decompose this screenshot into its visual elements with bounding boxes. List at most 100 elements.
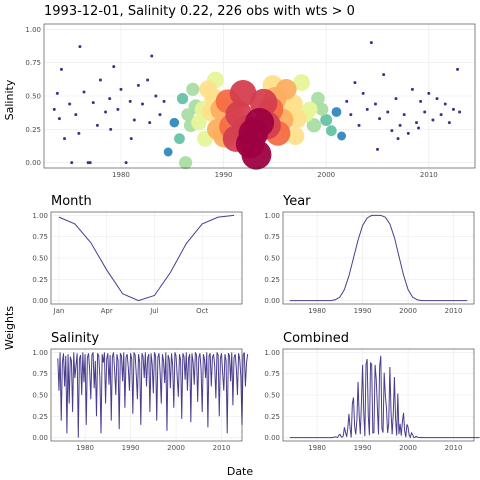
small-point xyxy=(396,137,400,141)
small-point xyxy=(427,91,431,95)
small-point xyxy=(136,83,140,87)
small-point xyxy=(116,107,120,111)
small-point xyxy=(78,45,82,49)
combined-ytick-label: 0.25 xyxy=(264,413,280,421)
main-xtick-label: 2000 xyxy=(317,171,335,179)
small-point xyxy=(124,161,128,165)
month-ytick-label: 0.25 xyxy=(32,276,48,284)
combined-xtick-label: 1990 xyxy=(354,444,372,452)
small-point xyxy=(91,101,95,105)
small-point xyxy=(423,110,427,114)
small-point xyxy=(150,54,154,58)
small-point xyxy=(63,137,67,141)
weighted-point xyxy=(315,102,329,116)
small-point xyxy=(162,99,166,103)
small-point xyxy=(417,126,421,130)
small-point xyxy=(59,67,63,71)
small-point xyxy=(88,161,92,165)
weighted-point xyxy=(191,114,207,131)
year-xtick-label: 1980 xyxy=(308,307,326,315)
salinity-weight-line xyxy=(57,352,249,438)
weighted-point xyxy=(169,117,180,128)
month-xtick-label: Oct xyxy=(196,307,208,315)
year-ytick-label: 1.00 xyxy=(264,212,280,220)
main-xtick-label: 2010 xyxy=(420,171,438,179)
combined-frame xyxy=(282,348,475,442)
small-point xyxy=(52,107,56,111)
small-point xyxy=(369,41,373,45)
salinity-ytick-label: 0.00 xyxy=(32,434,48,442)
small-point xyxy=(109,127,113,131)
weighted-point xyxy=(186,82,200,96)
salinity-title: Salinity xyxy=(51,331,99,346)
small-point xyxy=(386,110,390,114)
main-title: 1993-12-01, Salinity 0.22, 226 obs with … xyxy=(44,4,355,19)
small-point xyxy=(82,90,86,94)
weighted-point xyxy=(176,93,189,105)
small-point xyxy=(410,87,414,91)
main-scatter-panel: 0.00 0.25 0.50 0.75 1.00 1980 1990 2000 2010 xyxy=(25,23,476,179)
combined-ytick-label: 1.00 xyxy=(264,349,280,357)
small-point xyxy=(129,137,133,141)
small-point xyxy=(68,102,72,106)
small-point xyxy=(361,91,365,95)
small-point xyxy=(70,161,74,165)
year-ytick-label: 0.00 xyxy=(264,297,280,305)
small-point xyxy=(74,113,78,117)
weighted-point xyxy=(293,74,310,92)
small-point xyxy=(55,91,59,95)
weighted-point xyxy=(163,147,173,157)
small-point xyxy=(119,87,123,91)
month-xtick-label: Apr xyxy=(101,307,113,315)
combined-ytick-label: 0.75 xyxy=(264,370,280,378)
weighted-point xyxy=(331,107,342,117)
small-point xyxy=(357,123,361,127)
year-xtick-label: 1990 xyxy=(354,307,372,315)
weighted-point xyxy=(337,131,347,141)
salinity-ytick-label: 0.50 xyxy=(32,392,48,400)
salinity-panel: 0.00 0.25 0.50 0.75 1.00 1980 1990 2000 2010 xyxy=(32,348,249,452)
small-point xyxy=(77,131,81,135)
salinity-xtick-label: 1990 xyxy=(122,444,140,452)
main-xtick-label: 1980 xyxy=(112,171,130,179)
small-point xyxy=(431,118,435,122)
main-ytick-label: 0.75 xyxy=(25,59,41,67)
small-point xyxy=(451,107,455,111)
year-ytick-label: 0.50 xyxy=(264,255,280,263)
combined-xtick-label: 2000 xyxy=(399,444,417,452)
weights-ylabel: Weights xyxy=(3,306,16,350)
combined-title: Combined xyxy=(283,331,349,346)
small-point xyxy=(146,78,150,82)
weighted-point xyxy=(325,125,337,137)
year-weight-line xyxy=(289,214,468,302)
small-point xyxy=(458,110,462,114)
weighted-point xyxy=(174,133,185,145)
salinity-xtick-label: 2000 xyxy=(167,444,185,452)
year-xtick-label: 2010 xyxy=(445,307,463,315)
small-point xyxy=(128,99,132,103)
month-panel: 0.00 0.25 0.50 0.75 1.00 Jan Apr Jul Oct xyxy=(32,211,243,315)
small-point xyxy=(415,121,419,125)
small-point xyxy=(398,123,402,127)
small-point xyxy=(95,123,99,127)
month-ytick-label: 0.75 xyxy=(32,233,48,241)
combined-xtick-label: 2010 xyxy=(445,444,463,452)
combined-ytick-label: 0.00 xyxy=(264,434,280,442)
small-point xyxy=(435,97,439,101)
month-xtick-label: Jan xyxy=(53,307,65,315)
salinity-xtick-label: 2010 xyxy=(213,444,231,452)
combined-weight-line xyxy=(289,355,480,439)
weighted-point xyxy=(311,91,325,106)
small-point xyxy=(365,107,369,111)
small-point xyxy=(402,113,406,117)
weighted-point xyxy=(286,127,305,145)
small-point xyxy=(382,73,386,77)
weighted-point xyxy=(306,118,322,133)
small-point xyxy=(141,102,145,106)
combined-xtick-label: 1980 xyxy=(308,444,326,452)
small-point xyxy=(419,99,423,103)
salinity-ytick-label: 1.00 xyxy=(32,349,48,357)
small-point xyxy=(349,113,353,117)
year-xtick-label: 2000 xyxy=(399,307,417,315)
